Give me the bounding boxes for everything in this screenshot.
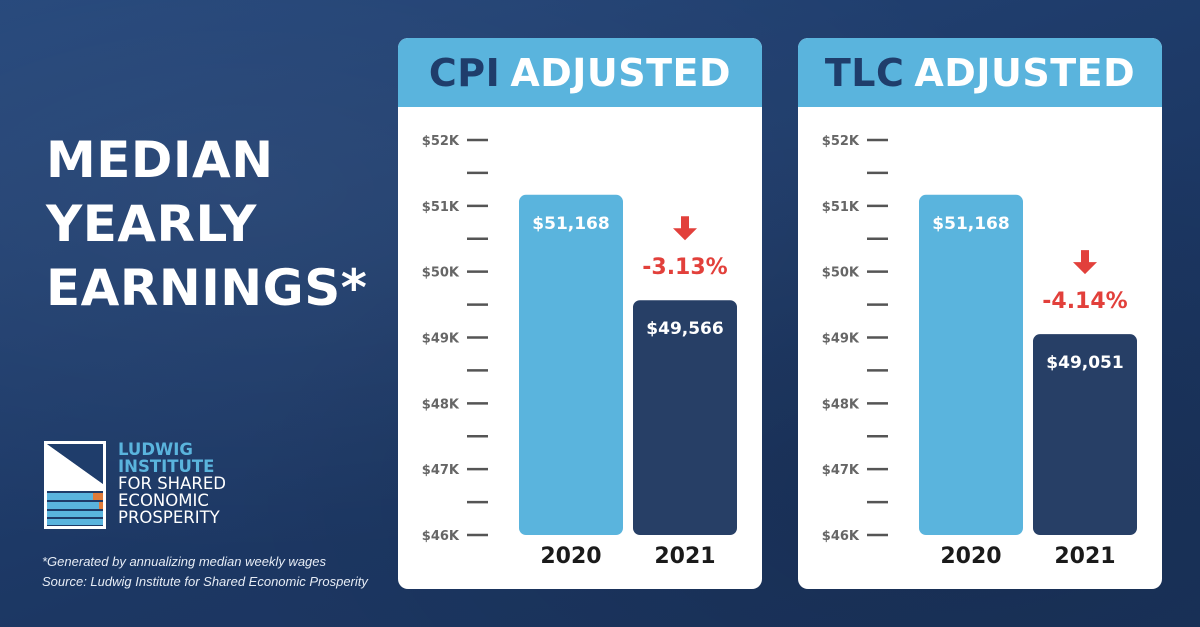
tlc-bar-chart: $52K $51K $50K $49K $48K $47K $46K $51,168 2020 $… xyxy=(822,134,1137,569)
headline-line-1: MEDIAN xyxy=(46,131,274,189)
x-category-label: 2020 xyxy=(940,544,1001,569)
y-tick-label: $50K xyxy=(422,266,460,281)
headline: MEDIAN YEARLY EARNINGS* xyxy=(46,128,367,320)
headline-line-3: EARNINGS* xyxy=(46,259,368,317)
y-tick-label: $52K xyxy=(822,134,860,149)
y-tick-label: $48K xyxy=(822,397,860,412)
ludwig-institute-logo: LUDWIG INSTITUTE FOR SHARED ECONOMIC PRO… xyxy=(44,441,226,529)
y-tick-label: $48K xyxy=(422,397,460,412)
y-tick-label: $46K xyxy=(422,529,460,544)
y-tick-label: $47K xyxy=(822,463,860,478)
change-percent-label: -3.13% xyxy=(642,255,727,280)
ludwig-logo-mark-icon xyxy=(44,441,106,529)
x-category-label: 2020 xyxy=(540,544,601,569)
y-tick-label: $49K xyxy=(422,332,460,347)
down-arrow-icon xyxy=(1073,250,1097,275)
down-arrow-icon xyxy=(673,216,697,241)
bar-2020 xyxy=(919,194,1023,536)
chart-title: CPI ADJUSTED xyxy=(398,38,762,107)
x-category-label: 2021 xyxy=(654,544,715,569)
logo-wordmark: LUDWIG INSTITUTE FOR SHARED ECONOMIC PRO… xyxy=(118,441,226,526)
y-tick-label: $49K xyxy=(822,332,860,347)
logo-line-4: ECONOMIC xyxy=(118,491,209,510)
y-tick-label: $47K xyxy=(422,463,460,478)
cpi-bar-chart: $52K $51K $50K $49K $48K $47K $46K $51,168 2020 $… xyxy=(422,134,737,569)
chart-title-keyword: CPI xyxy=(428,50,501,95)
chart-title-rest: ADJUSTED xyxy=(914,50,1136,95)
chart-title: TLC ADJUSTED xyxy=(798,38,1162,107)
bar-value-label: $49,566 xyxy=(646,319,723,339)
y-tick-label: $51K xyxy=(422,200,460,215)
bar-value-label: $51,168 xyxy=(932,214,1009,234)
logo-line-3: FOR SHARED xyxy=(118,474,226,493)
cpi-adjusted-chart-card: CPI ADJUSTED $52K $51K $50K $49K $48K $47K $46… xyxy=(398,38,762,589)
bar-2020 xyxy=(519,194,623,536)
x-category-label: 2021 xyxy=(1054,544,1115,569)
chart-title-keyword: TLC xyxy=(824,50,905,95)
footnote: *Generated by annualizing median weekly … xyxy=(42,552,368,592)
footnote-note: *Generated by annualizing median weekly … xyxy=(42,554,327,569)
y-tick-label: $50K xyxy=(822,266,860,281)
bar-2021 xyxy=(1033,334,1137,535)
logo-line-2: INSTITUTE xyxy=(118,457,215,476)
y-tick-label: $51K xyxy=(822,200,860,215)
y-tick-label: $52K xyxy=(422,134,460,149)
footnote-source: Source: Ludwig Institute for Shared Econ… xyxy=(42,574,368,589)
bar-value-label: $49,051 xyxy=(1046,353,1123,373)
bar-value-label: $51,168 xyxy=(532,214,609,234)
y-tick-label: $46K xyxy=(822,529,860,544)
logo-line-1: LUDWIG xyxy=(118,440,193,459)
change-percent-label: -4.14% xyxy=(1042,289,1127,314)
logo-line-5: PROSPERITY xyxy=(118,508,220,527)
headline-line-2: YEARLY xyxy=(46,195,257,253)
bar-2021 xyxy=(633,300,737,535)
chart-title-rest: ADJUSTED xyxy=(510,50,732,95)
tlc-adjusted-chart-card: TLC ADJUSTED $52K $51K $50K $49K $48K $47K $46… xyxy=(798,38,1162,589)
